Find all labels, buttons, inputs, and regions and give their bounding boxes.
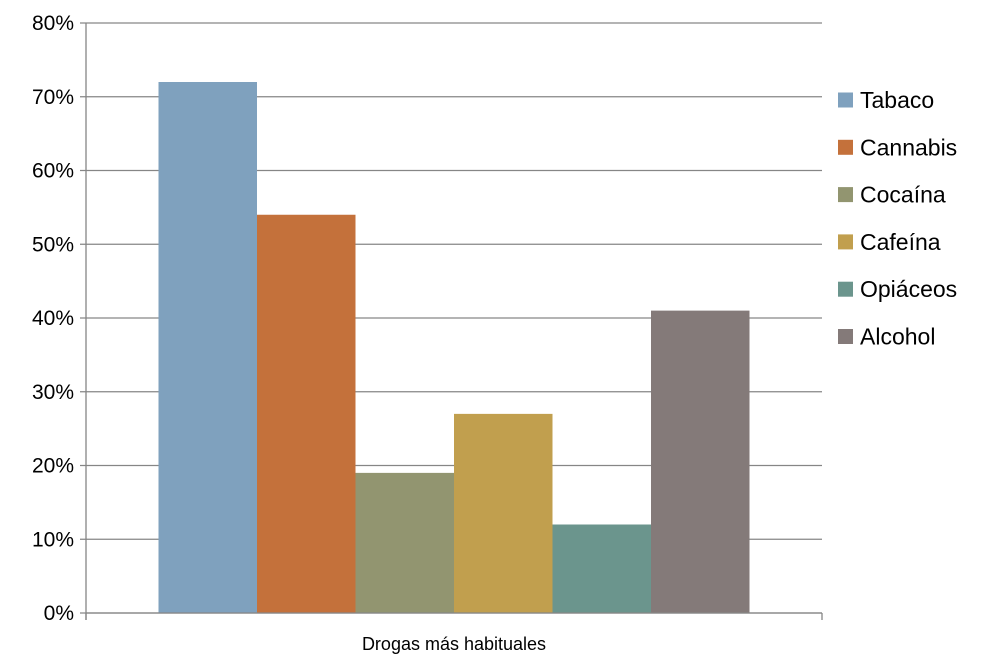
bar-cocaína (355, 472, 454, 613)
bar-tabaco (158, 82, 257, 613)
legend-label: Cocaína (860, 182, 946, 208)
legend-swatch (838, 139, 853, 155)
y-tick-label: 70% (32, 86, 74, 109)
y-axis-tick-labels: 0% 10% 20% 30% 40% 50% 60% 70% 80% (32, 12, 74, 625)
bar-opiáceos (552, 524, 651, 613)
bar-cafeína (454, 413, 553, 613)
bars (158, 82, 750, 613)
legend-swatch (838, 281, 853, 297)
legend-label: Alcohol (860, 324, 935, 350)
bar-cannabis (257, 214, 356, 613)
bar-alcohol (651, 310, 750, 613)
y-tick-label: 30% (32, 381, 74, 404)
y-tick-label: 60% (32, 160, 74, 183)
legend-label: Cafeína (860, 229, 941, 255)
legend: Tabaco Cannabis Cocaína Cafeína Opiáceos Alco… (838, 87, 957, 350)
legend-swatch (838, 187, 853, 203)
legend-swatch (838, 234, 853, 250)
y-tick-label: 20% (32, 455, 74, 478)
y-tick-label: 10% (32, 528, 74, 551)
y-tick-label: 40% (32, 307, 74, 330)
legend-label: Tabaco (860, 87, 934, 113)
legend-swatch (838, 329, 853, 344)
legend-swatch (838, 92, 853, 108)
legend-label: Opiáceos (860, 276, 957, 302)
legend-label: Cannabis (860, 134, 957, 160)
y-tick-label: 80% (32, 12, 74, 35)
x-axis-ticks (85, 613, 823, 620)
y-tick-label: 50% (32, 233, 74, 256)
y-tick-label: 0% (44, 602, 74, 625)
x-category-label: Drogas más habituales (362, 634, 546, 654)
